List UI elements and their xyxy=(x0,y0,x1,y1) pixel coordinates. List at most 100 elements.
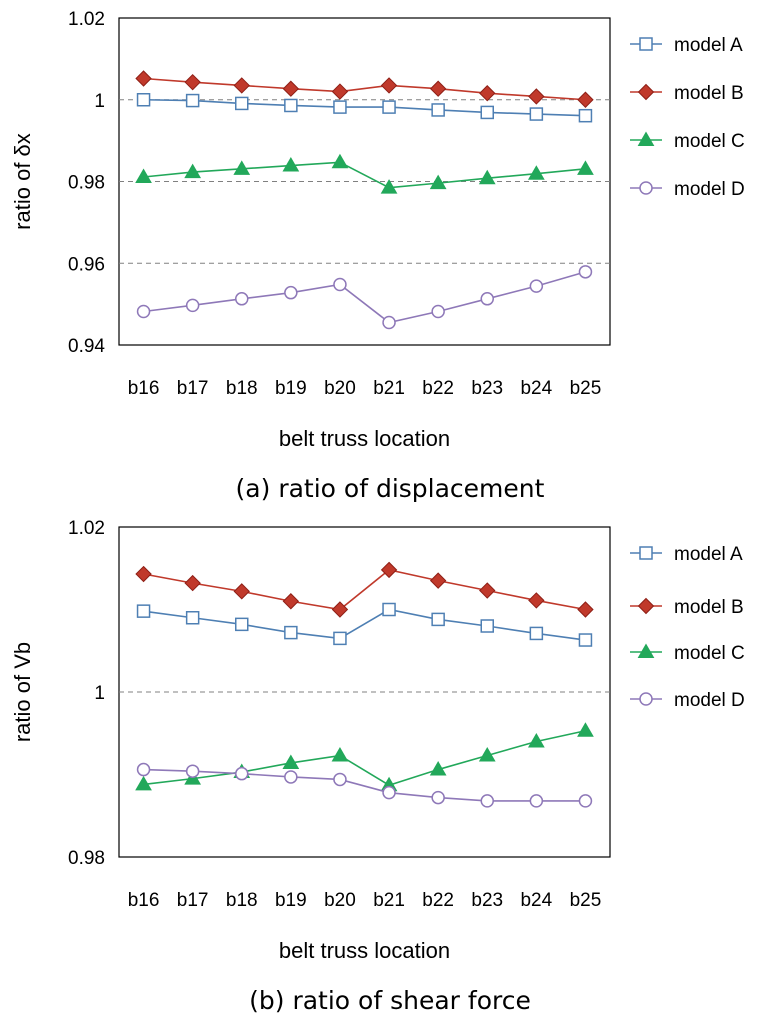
figure-caption: (a) ratio of displacement xyxy=(236,474,545,503)
legend-marker-model-D xyxy=(639,692,653,706)
data-point-model-A xyxy=(480,105,494,120)
x-tick-label: b20 xyxy=(324,378,356,399)
chart-shear-force: 0.98 1 1.02 b16 b17 b18 b19 b20 b21 b22 b23 b24 b25 r… xyxy=(10,518,745,1015)
y-axis-title: ratio of Vb xyxy=(10,642,35,742)
legend-label-model-B: model B xyxy=(674,597,744,618)
series-line-model-A xyxy=(143,98,586,117)
y-tick-label: 0.98 xyxy=(68,173,105,194)
data-point-model-B xyxy=(429,572,447,589)
data-point-model-B xyxy=(282,593,300,610)
series-line-model-C xyxy=(143,161,586,189)
data-point-model-B xyxy=(380,561,398,579)
x-tick-label: b22 xyxy=(422,378,454,399)
data-point-model-D xyxy=(431,304,445,319)
y-tick-label: 0.98 xyxy=(68,848,105,869)
series-line-model-D xyxy=(143,271,586,324)
data-point-model-B xyxy=(528,88,545,105)
y-axis-title: ratio of δx xyxy=(10,133,35,230)
data-point-model-C xyxy=(478,169,496,185)
data-point-model-A xyxy=(431,103,445,117)
data-point-model-D xyxy=(284,770,298,784)
series-line-model-B xyxy=(143,77,586,101)
legend-marker-model-B xyxy=(637,597,655,615)
x-tick-label: b17 xyxy=(177,378,209,399)
data-point-model-D xyxy=(578,794,593,808)
x-tick-label: b21 xyxy=(373,890,405,911)
y-tick-label: 0.96 xyxy=(68,254,105,275)
x-tick-label: b16 xyxy=(128,378,160,399)
data-point-model-B xyxy=(184,574,201,592)
data-point-model-C xyxy=(478,747,496,762)
legend-label-model-B: model B xyxy=(674,83,744,104)
data-point-model-D xyxy=(136,304,151,319)
data-point-model-C xyxy=(331,747,349,762)
x-tick-label: b20 xyxy=(324,890,356,911)
data-point-model-B xyxy=(233,583,250,600)
data-point-model-A xyxy=(382,602,396,617)
data-point-model-B xyxy=(479,85,496,102)
data-point-model-D xyxy=(480,794,494,808)
legend-label-model-A: model A xyxy=(674,35,743,56)
data-point-model-D xyxy=(235,766,249,781)
x-tick-label: b23 xyxy=(471,890,503,911)
x-tick-label: b18 xyxy=(226,890,258,911)
data-point-model-D xyxy=(284,285,298,300)
chart-displacement: 0.94 0.96 0.98 1 1.02 b16 b17 b18 b19 b20 b21 b22 b2… xyxy=(10,9,745,503)
x-tick-label: b24 xyxy=(520,890,552,911)
x-tick-label: b21 xyxy=(373,378,405,399)
data-point-model-A xyxy=(235,96,249,111)
data-point-model-A xyxy=(382,100,396,114)
x-tick-label: b16 xyxy=(128,890,160,911)
data-point-model-C xyxy=(282,157,300,172)
series-line-model-C xyxy=(143,729,586,787)
data-point-model-D xyxy=(185,298,200,313)
data-point-model-C xyxy=(429,174,447,190)
data-point-model-B xyxy=(184,73,201,91)
data-point-model-D xyxy=(578,265,593,279)
series-line-model-B xyxy=(143,569,586,611)
data-point-model-C xyxy=(331,153,349,169)
data-point-model-B xyxy=(135,70,152,87)
x-axis-title: belt truss location xyxy=(279,938,450,963)
data-point-model-C xyxy=(577,722,594,737)
data-point-model-A xyxy=(431,612,445,627)
data-point-model-C xyxy=(380,179,398,194)
data-point-model-A xyxy=(284,98,298,113)
legend-marker-model-D xyxy=(639,181,653,195)
data-point-model-B xyxy=(528,592,545,609)
data-point-model-C xyxy=(527,165,545,180)
x-tick-label: b18 xyxy=(226,378,258,399)
data-point-model-D xyxy=(382,315,396,330)
legend-marker-model-B xyxy=(637,83,655,101)
data-point-model-D xyxy=(382,785,396,800)
data-point-model-C xyxy=(527,732,545,748)
data-point-model-C xyxy=(135,775,152,791)
y-tick-label: 0.94 xyxy=(68,336,105,357)
data-point-model-B xyxy=(331,601,349,618)
data-point-model-A xyxy=(185,93,200,108)
legend-label-model-D: model D xyxy=(674,690,745,711)
data-point-model-A xyxy=(578,108,593,123)
legend-marker-model-C xyxy=(637,131,655,146)
data-point-model-D xyxy=(431,790,445,805)
legend-marker-model-A xyxy=(639,37,653,51)
data-point-model-A xyxy=(284,625,298,640)
data-point-model-D xyxy=(136,762,151,777)
y-tick-label: 1.02 xyxy=(68,9,105,30)
legend-label-model-D: model D xyxy=(674,179,745,200)
legend-label-model-A: model A xyxy=(674,544,743,565)
data-point-model-B xyxy=(233,77,250,94)
data-point-model-A xyxy=(136,604,151,618)
data-point-model-D xyxy=(529,794,544,808)
data-point-model-A xyxy=(333,100,347,114)
data-point-model-A xyxy=(185,611,200,625)
x-tick-label: b22 xyxy=(422,890,454,911)
legend-marker-model-C xyxy=(637,643,655,658)
x-tick-label: b25 xyxy=(570,890,602,911)
data-point-model-B xyxy=(380,77,398,94)
data-point-model-D xyxy=(333,772,347,787)
data-point-model-D xyxy=(480,292,494,306)
y-tick-label: 1 xyxy=(94,91,105,112)
x-tick-label: b17 xyxy=(177,890,209,911)
